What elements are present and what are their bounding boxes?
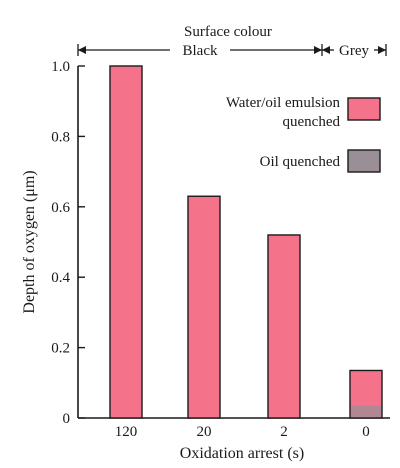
legend-label-emulsion-line1: Water/oil emulsion — [226, 95, 341, 111]
bar-emulsion-2 — [267, 234, 301, 419]
bar-emulsion-120 — [109, 65, 143, 419]
bars — [109, 65, 383, 419]
y-tick-label: 0.6 — [51, 200, 70, 216]
y-tick-label: 0.2 — [51, 341, 70, 357]
y-tick-label: 1.0 — [51, 59, 70, 75]
x-tick-label: 20 — [197, 424, 212, 440]
x-tick-label: 2 — [280, 424, 288, 440]
band-grey-head-right — [378, 46, 386, 54]
surface-colour-title: Surface colour — [184, 24, 272, 40]
x-axis-title: Oxidation arrest (s) — [180, 445, 304, 462]
legend-label-emulsion-line2: quenched — [283, 114, 341, 130]
band-label-black: Black — [183, 43, 218, 59]
band-black-head-left — [78, 46, 86, 54]
y-tick-label: 0 — [63, 411, 71, 427]
y-tick-label: 0.8 — [51, 129, 70, 145]
band-label-grey: Grey — [339, 43, 369, 59]
bar-oil-0 — [351, 405, 381, 417]
bar-emulsion-20 — [187, 195, 221, 419]
x-tick-label: 120 — [115, 424, 138, 440]
legend-swatch-oil — [347, 149, 381, 173]
legend-swatch-emulsion — [347, 97, 381, 121]
legend-label-oil: Oil quenched — [260, 154, 341, 170]
y-tick-label: 0.4 — [51, 270, 70, 286]
band-grey-head-left — [322, 46, 330, 54]
x-tick-label: 0 — [362, 424, 370, 440]
y-axis-title: Depth of oxygen (μm) — [21, 170, 38, 313]
band-black-head-right — [314, 46, 322, 54]
surface-colour-header: Surface colour Black Grey — [77, 24, 387, 59]
legend: Water/oil emulsion quenched Oil quenched — [226, 95, 381, 173]
